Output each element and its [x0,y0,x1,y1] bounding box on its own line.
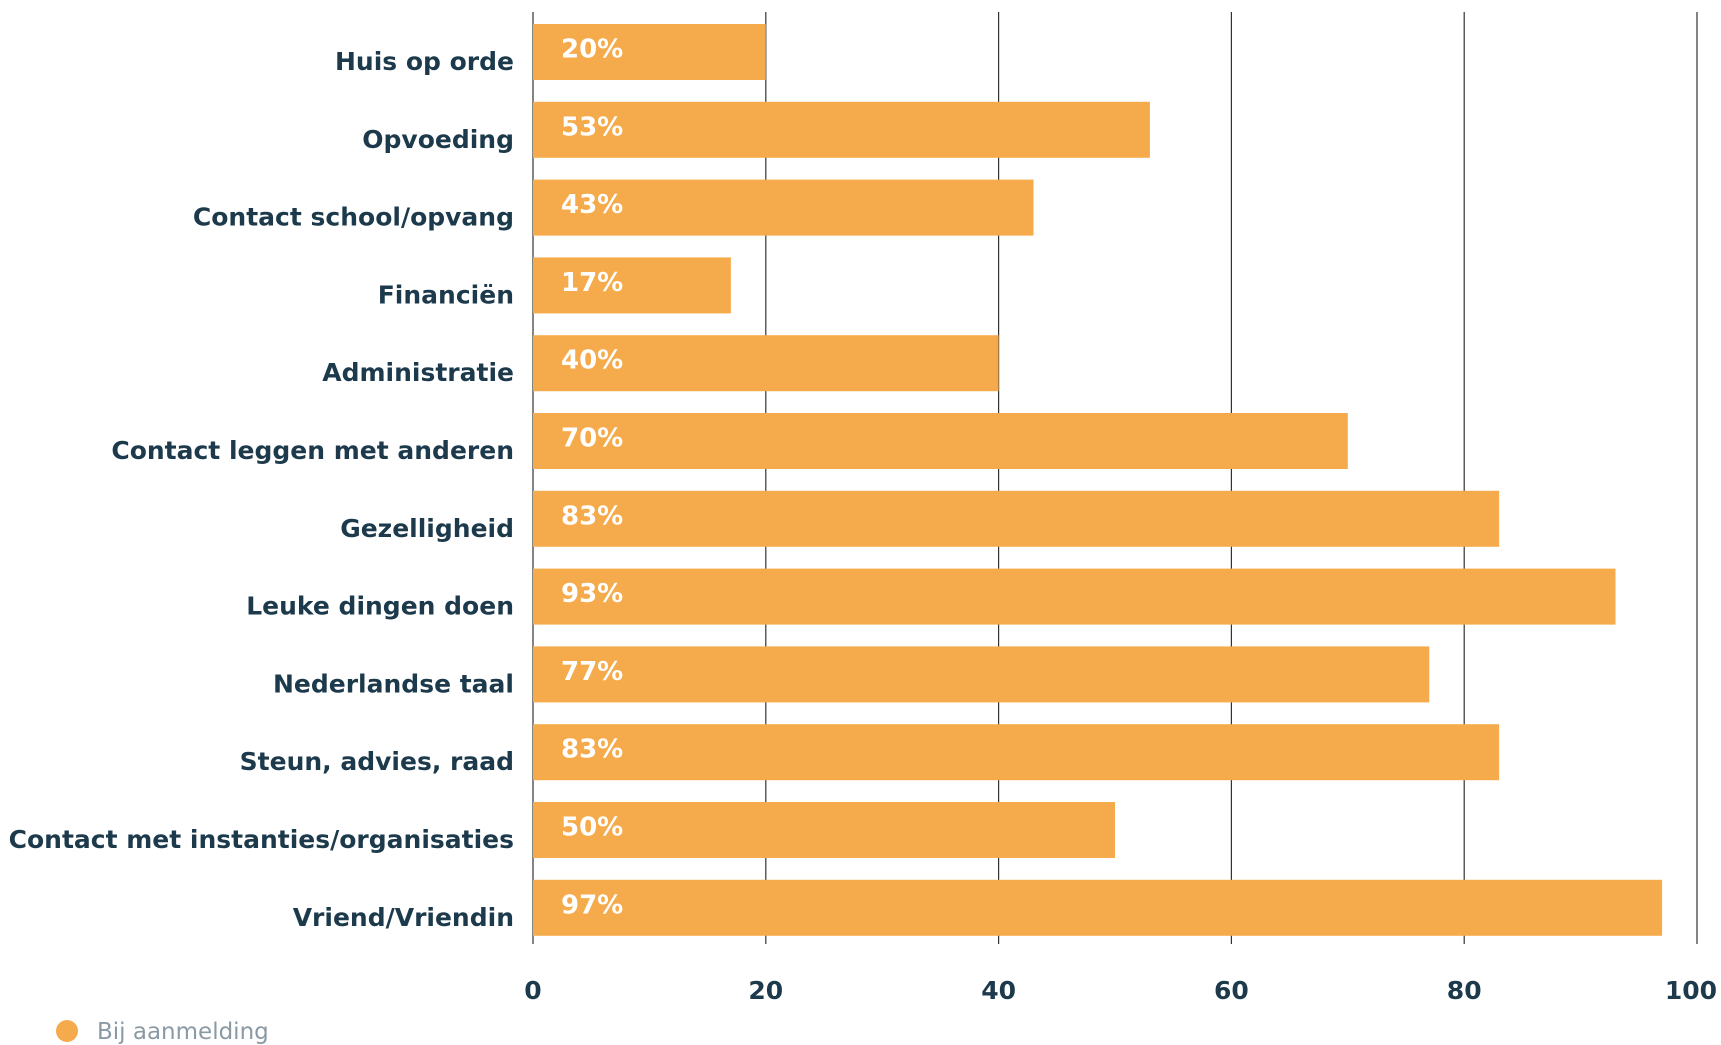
bar [533,724,1500,781]
category-label: Opvoeding [362,125,514,154]
bar [533,646,1430,703]
bars: 20% 53% 43% 17% 40% 70% 83% 93% 77% 83% 50% 97% [533,24,1663,936]
category-label: Huis op orde [335,47,514,76]
bar-value-label: 83% [561,735,623,765]
bar-value-label: 50% [561,813,623,843]
x-tick-label: 0 [524,976,541,1005]
bar-value-label: 83% [561,501,623,531]
legend-swatch [56,1020,78,1042]
bar-value-label: 97% [561,890,623,920]
bar [533,101,1150,158]
category-label: Administratie [322,358,514,387]
bar-value-label: 70% [561,424,623,454]
bar [533,257,731,314]
bar [533,802,1115,858]
category-label: Leuke dingen doen [246,592,514,621]
bar [533,179,1034,236]
x-tick-label: 60 [1214,976,1249,1005]
category-labels: Huis op orde Opvoeding Contact school/opva… [9,47,514,932]
category-label: Vriend/Vriendin [293,903,514,932]
category-label: Steun, advies, raad [240,747,514,776]
bar-value-label: 17% [561,268,623,298]
legend-label: Bij aanmelding [97,1019,269,1045]
category-label: Nederlandse taal [273,669,514,698]
bar [533,490,1500,547]
bar-value-label: 93% [561,579,623,609]
bar-value-label: 40% [561,346,623,376]
x-axis-tick-labels: 0 20 40 60 80 100 [524,976,1717,1005]
bar-value-label: 53% [561,112,623,142]
bar-value-label: 20% [561,35,623,65]
x-tick-label: 80 [1447,976,1482,1005]
grid-lines [532,12,1698,944]
bar [533,24,766,80]
x-tick-label: 100 [1665,976,1717,1005]
bar [533,413,1348,469]
x-tick-label: 20 [748,976,783,1005]
bar [533,879,1663,936]
bar [533,335,999,392]
category-label: Contact leggen met anderen [111,436,514,465]
category-label: Gezelligheid [340,514,514,543]
x-tick-label: 40 [981,976,1016,1005]
category-label: Financiën [378,280,514,309]
bar-value-label: 43% [561,190,623,220]
bar [533,568,1616,625]
bar-value-label: 77% [561,657,623,687]
category-label: Contact met instanties/organisaties [9,825,514,854]
legend: Bij aanmelding [56,1019,269,1045]
category-label: Contact school/opvang [193,203,514,232]
